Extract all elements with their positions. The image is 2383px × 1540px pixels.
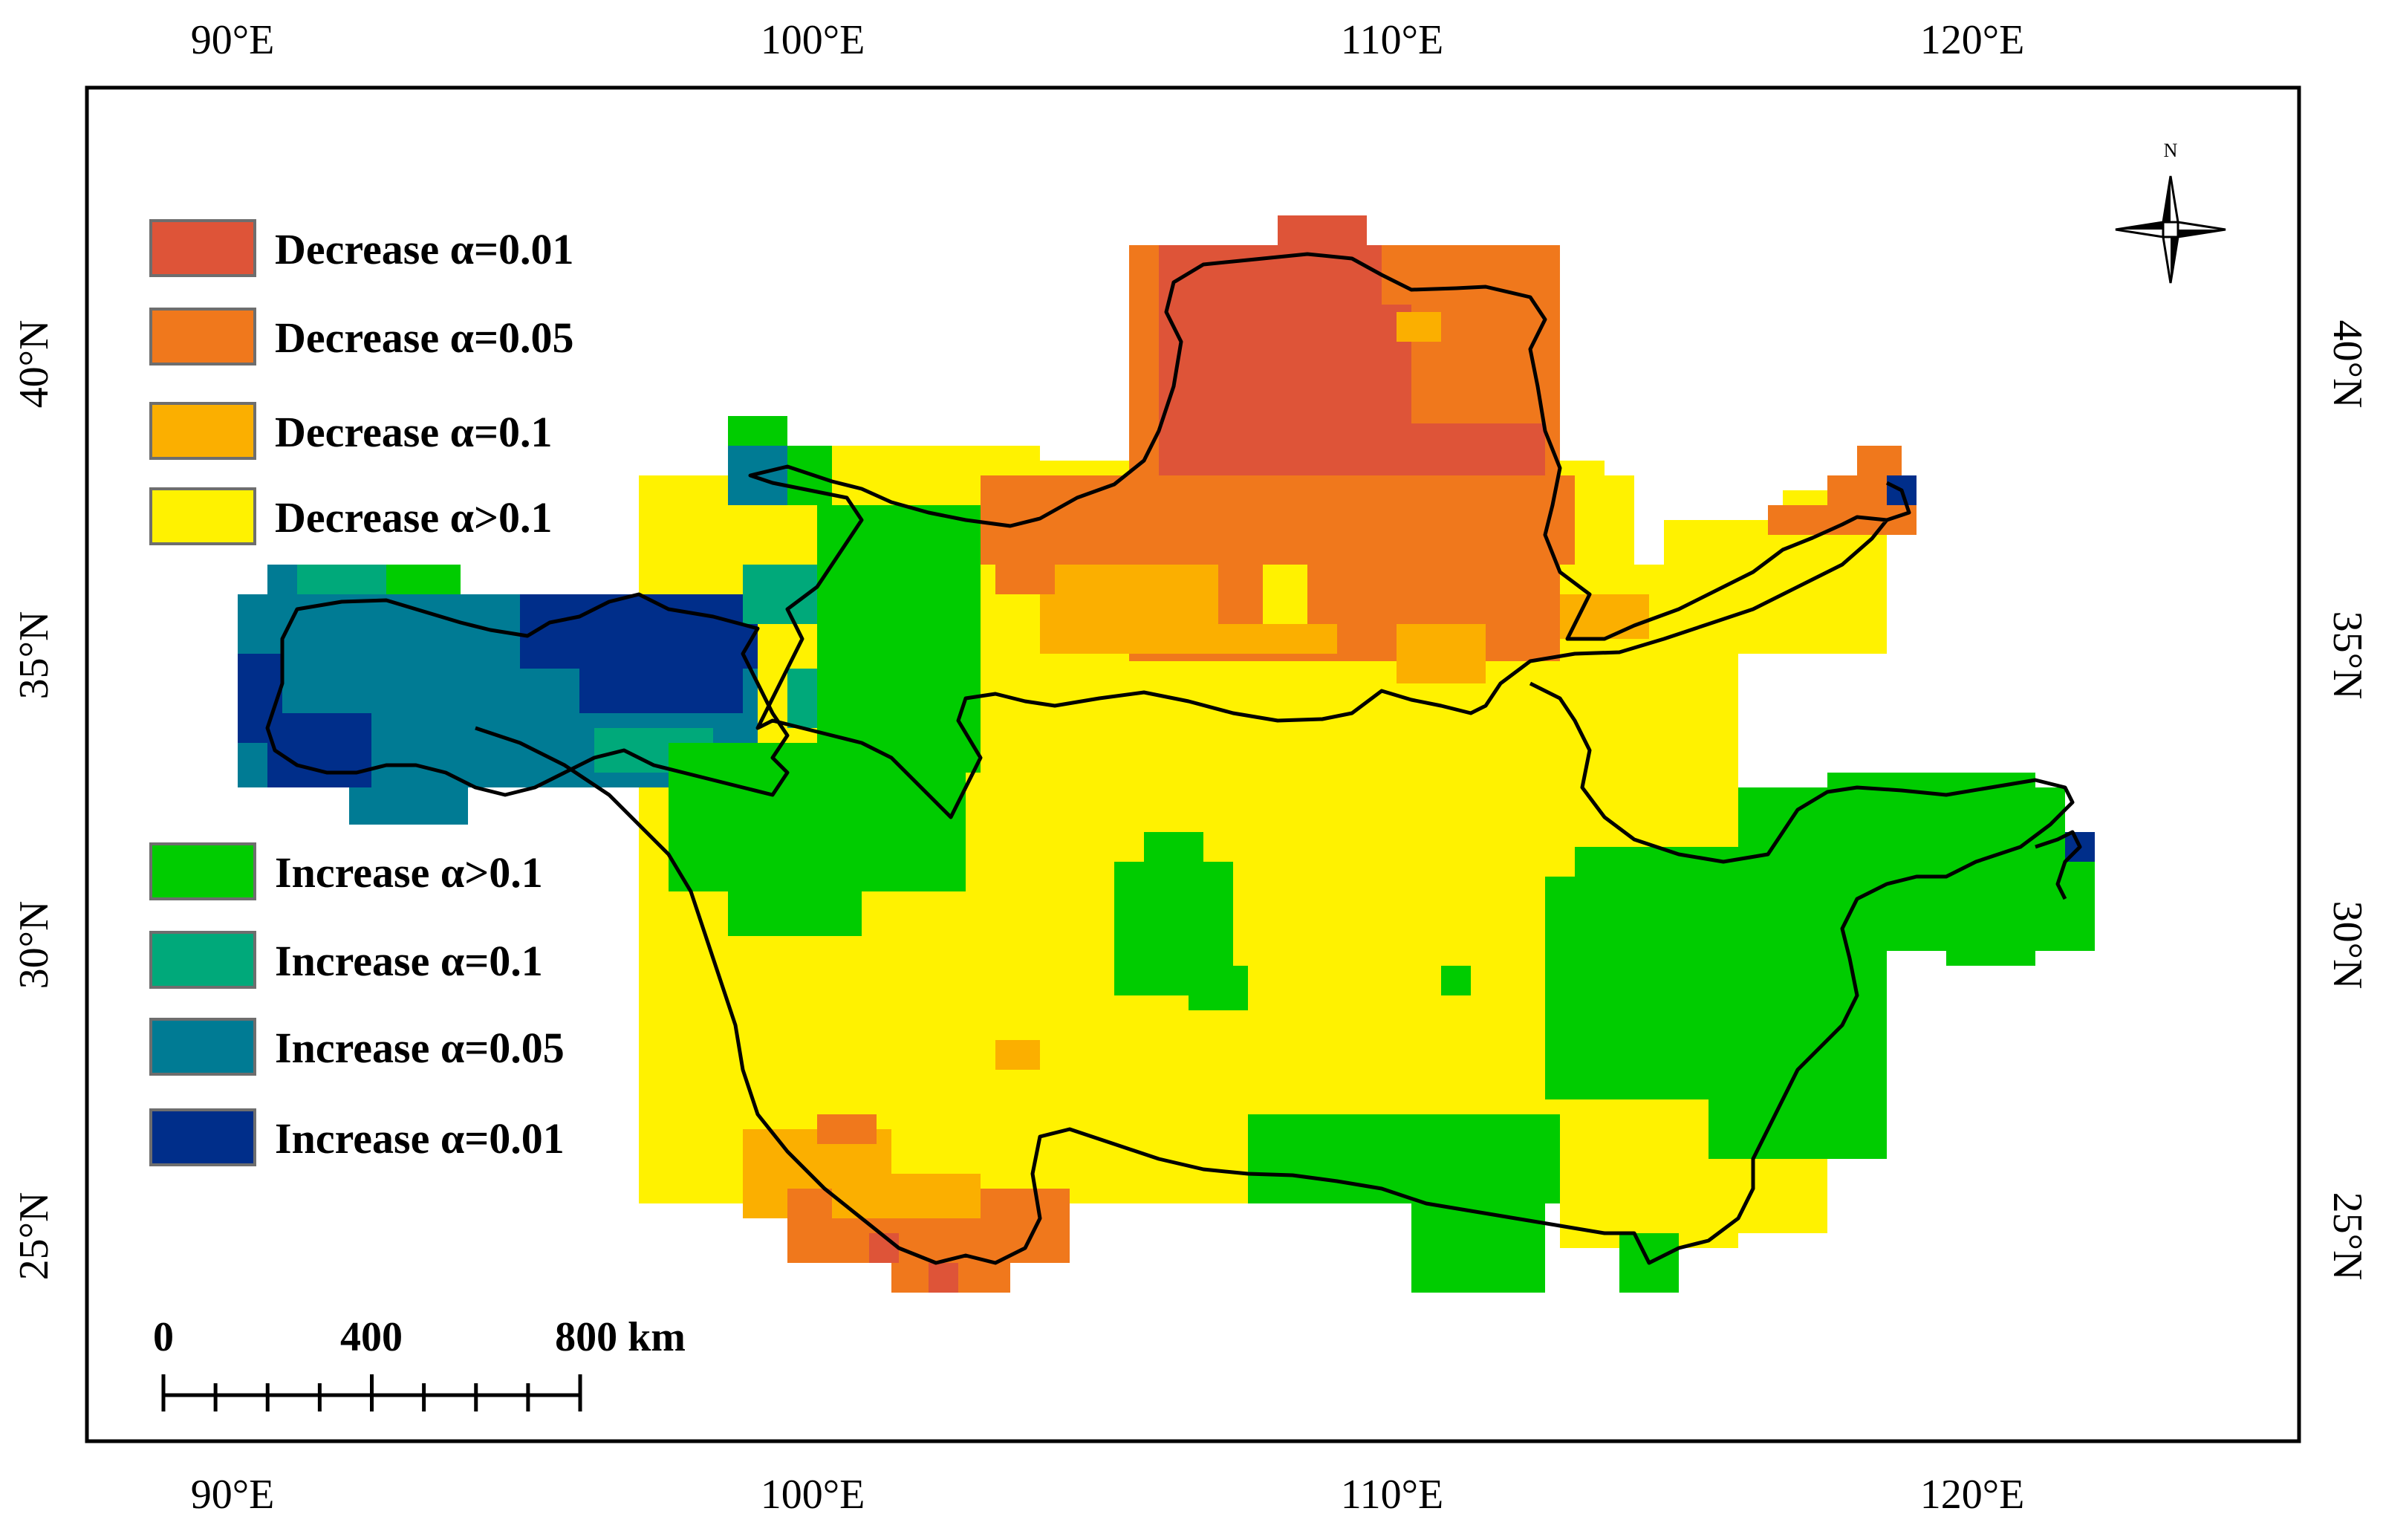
legend-increase: Increase α>0.1 Increase α=0.1 Increase α…	[149, 842, 565, 1166]
legend-swatch-decrease-gt01	[149, 487, 256, 545]
raster-region-decrease-01	[1397, 624, 1486, 683]
north-label: N	[2164, 140, 2178, 161]
legend-label: Increase α=0.05	[275, 1024, 565, 1072]
left-tick-label: 35°N	[11, 611, 57, 700]
legend-swatch-increase-01	[149, 931, 256, 989]
raster-region-increase-gt01	[817, 505, 981, 773]
raster-region-increase-001	[238, 654, 282, 743]
raster-region-increase-001	[579, 594, 743, 713]
raster-region-decrease-005	[1857, 446, 1902, 475]
raster-region-decrease-gt01	[1263, 565, 1307, 624]
raster-region-increase-gt01	[1456, 1263, 1545, 1293]
raster-region-decrease-005	[1471, 245, 1560, 275]
left-tick-label: 25°N	[11, 1192, 57, 1281]
legend-swatch-increase-001	[149, 1108, 256, 1166]
north-arrow-north-shade	[2163, 176, 2171, 222]
scale-label-0: 0	[153, 1314, 174, 1360]
scale-label-800: 800 km	[555, 1314, 686, 1360]
yellow-river-basin-boundary	[748, 252, 1889, 819]
legend-swatch-increase-gt01	[149, 842, 256, 900]
top-axis-labels: 90°E 100°E 110°E 120°E	[191, 17, 2025, 63]
top-tick-label: 90°E	[191, 17, 275, 63]
raster-region-decrease-005	[817, 1114, 877, 1144]
top-tick-label: 120°E	[1920, 17, 2025, 63]
left-tick-label: 40°N	[11, 320, 57, 409]
raster-region-decrease-005	[995, 565, 1055, 594]
legend-decrease: Decrease α=0.01 Decrease α=0.05 Decrease…	[149, 219, 574, 545]
legend-label: Decrease α=0.1	[275, 408, 553, 456]
bottom-tick-label: 110°E	[1341, 1472, 1444, 1518]
legend-swatch-decrease-001	[149, 219, 256, 277]
legend-swatch-decrease-01	[149, 402, 256, 460]
raster-region-decrease-01	[1560, 594, 1649, 639]
raster-region-decrease-001	[1278, 215, 1367, 245]
raster-region-increase-gt01	[1144, 832, 1203, 862]
raster-region-decrease-005	[1768, 505, 1917, 535]
legend-label: Increase α=0.1	[275, 937, 543, 985]
bottom-tick-label: 100°E	[761, 1472, 865, 1518]
raster-region-increase-gt01	[1946, 921, 2035, 966]
right-tick-label: 25°N	[2324, 1192, 2370, 1281]
raster-region-increase-gt01	[1709, 951, 1887, 1159]
raster-region-increase-gt01	[1248, 1114, 1560, 1203]
raster-region-increase-01	[297, 565, 386, 594]
scale-bar: 0 400 800 km	[153, 1314, 686, 1411]
legend-swatch-increase-005	[149, 1018, 256, 1076]
legend-label: Decrease α>0.1	[275, 493, 553, 542]
left-tick-label: 30°N	[11, 901, 57, 990]
raster-region-increase-001	[267, 713, 371, 787]
legend-label: Decrease α=0.05	[275, 313, 574, 362]
raster-region-increase-gt01	[728, 891, 862, 936]
southern-boundary	[475, 681, 2075, 1265]
yangtze-basin-boundary	[265, 592, 790, 797]
basin-boundaries	[265, 252, 2082, 1265]
right-tick-label: 35°N	[2324, 611, 2370, 700]
legend-label: Decrease α=0.01	[275, 225, 574, 273]
raster-region-decrease-01	[1397, 312, 1441, 342]
raster-region-decrease-01	[832, 1174, 981, 1218]
raster-region-increase-gt01	[1189, 966, 1248, 1010]
raster-region-increase-gt01	[386, 565, 461, 594]
eastern-coast-outline	[1885, 481, 2082, 900]
top-tick-label: 100°E	[761, 17, 865, 63]
north-arrow-west-shade	[2116, 222, 2163, 230]
scale-ticks	[161, 1374, 582, 1411]
right-tick-label: 40°N	[2324, 320, 2370, 409]
raster-region-increase-005	[349, 787, 468, 825]
north-arrow-south-shade	[2171, 237, 2178, 283]
bottom-tick-label: 120°E	[1920, 1472, 2025, 1518]
raster-region-decrease-005	[1411, 275, 1545, 423]
bottom-tick-label: 90°E	[191, 1472, 275, 1518]
raster-region-increase-gt01	[669, 743, 966, 891]
raster-region-decrease-001	[929, 1263, 958, 1293]
bottom-axis-labels: 90°E 100°E 110°E 120°E	[191, 1472, 2025, 1518]
raster-region-decrease-gt01	[1634, 565, 1887, 654]
raster-region-increase-gt01	[1441, 966, 1471, 995]
top-tick-label: 110°E	[1341, 17, 1444, 63]
legend-label: Increase α>0.1	[275, 848, 543, 897]
north-arrow: N	[2115, 140, 2226, 284]
right-axis-labels: 40°N 35°N 30°N 25°N	[2324, 320, 2370, 1281]
scale-label-400: 400	[340, 1314, 403, 1360]
left-axis-labels: 40°N 35°N 30°N 25°N	[11, 320, 57, 1281]
raster-region-decrease-01	[995, 1040, 1040, 1070]
north-arrow-east-shade	[2178, 230, 2226, 237]
legend-label: Increase α=0.01	[275, 1114, 565, 1163]
legend-swatch-decrease-005	[149, 308, 256, 365]
right-tick-label: 30°N	[2324, 901, 2370, 990]
